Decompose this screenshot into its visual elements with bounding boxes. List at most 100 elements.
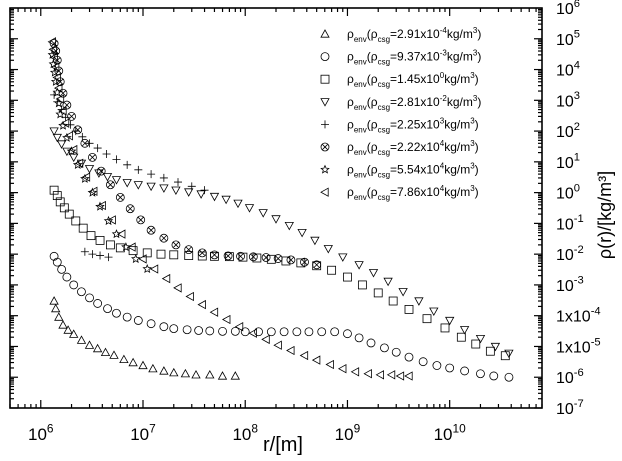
data-point: [78, 132, 87, 141]
data-point: [133, 181, 143, 190]
data-point: [312, 260, 322, 270]
x-tick-label: 107: [130, 421, 156, 444]
y-tick-label: 10-3: [556, 275, 584, 295]
data-point: [254, 327, 263, 337]
data-point: [146, 225, 156, 235]
data-point: [209, 307, 219, 317]
data-point: [205, 326, 215, 336]
legend-label: ρenv(ρcsg=2.91x10-4kg/m3): [347, 26, 481, 44]
data-point: [500, 351, 510, 361]
data-point: [52, 133, 62, 143]
data-point: [134, 165, 143, 174]
data-point: [95, 201, 105, 211]
x-tick-label: 108: [232, 421, 258, 444]
data-point: [103, 304, 112, 314]
data-point: [279, 327, 289, 337]
data-point: [240, 327, 250, 337]
data-point: [196, 190, 206, 199]
data-point: [93, 144, 102, 153]
data-point: [58, 120, 68, 130]
data-point: [62, 147, 72, 157]
data-point: [85, 139, 94, 148]
data-point: [78, 223, 88, 233]
data-point: [230, 371, 240, 380]
data-point: [102, 149, 111, 158]
data-point: [266, 254, 276, 264]
data-point: [80, 138, 90, 148]
data-point: [52, 72, 61, 83]
data-point: [210, 250, 219, 260]
data-point: [84, 165, 95, 174]
data-point: [197, 299, 206, 310]
data-point: [47, 37, 56, 47]
data-point: [94, 169, 104, 178]
data-point: [109, 350, 119, 359]
data-point: [504, 372, 514, 382]
data-point: [221, 314, 231, 325]
data-point: [73, 125, 83, 135]
data-point: [71, 216, 81, 226]
data-point: [88, 152, 97, 162]
data-point: [106, 240, 115, 250]
data-point: [123, 160, 132, 169]
data-point: [81, 172, 91, 182]
data-point: [230, 326, 240, 336]
data-point: [258, 209, 268, 218]
data-point: [248, 252, 258, 262]
data-point: [107, 215, 116, 225]
data-point: [59, 203, 69, 213]
data-point: [388, 296, 398, 306]
data-point: [310, 236, 320, 246]
data-point: [184, 251, 194, 260]
data-point: [261, 334, 270, 345]
data-point: [169, 324, 179, 334]
legend-label: ρenv(ρcsg=9.37x10-3kg/m3): [347, 49, 481, 67]
data-point: [217, 371, 228, 380]
data-point: [456, 332, 466, 342]
data-point: [76, 335, 87, 344]
data-point: [136, 215, 146, 225]
data-point: [418, 357, 428, 367]
data-point: [197, 251, 207, 261]
data-point: [95, 235, 105, 245]
data-point: [422, 314, 432, 324]
data-point: [104, 253, 113, 262]
data-point: [395, 371, 405, 381]
data-point: [148, 363, 158, 373]
data-point: [57, 264, 67, 274]
data-point: [121, 242, 131, 252]
data-point: [300, 257, 309, 267]
data-point: [200, 186, 209, 195]
y-tick-label: 101: [556, 152, 580, 172]
x-tick-label: 106: [28, 421, 54, 444]
data-point: [471, 339, 481, 349]
x-tick-label: 1010: [434, 421, 467, 444]
data-point: [233, 199, 243, 209]
data-point: [337, 364, 347, 374]
data-point: [182, 325, 192, 335]
data-point: [191, 369, 201, 379]
data-point: [391, 347, 401, 357]
legend-label: ρenv(ρcsg=2.25x103kg/m3): [347, 116, 479, 134]
data-point: [404, 371, 413, 381]
data-point: [440, 323, 450, 333]
y-tick-label: 1x10-4: [556, 305, 601, 325]
legend-marker: [320, 142, 330, 152]
data-point: [194, 326, 204, 335]
data-point: [58, 106, 67, 116]
data-point: [138, 360, 148, 370]
data-point: [66, 146, 77, 156]
x-tick-label: 109: [335, 421, 361, 444]
data-point: [504, 349, 514, 359]
data-point: [52, 257, 62, 267]
data-point: [330, 327, 340, 337]
data-point: [205, 369, 215, 379]
data-point: [149, 264, 159, 274]
x-axis: 106 107 108 109 1010: [9, 8, 543, 444]
data-point: [185, 291, 194, 302]
y-tick-label: 10-1: [556, 213, 584, 233]
data-point: [58, 88, 68, 98]
data-point: [383, 277, 393, 287]
legend-label: ρenv(ρcsg=7.86x104kg/m3): [347, 184, 479, 202]
data-point: [122, 312, 132, 322]
